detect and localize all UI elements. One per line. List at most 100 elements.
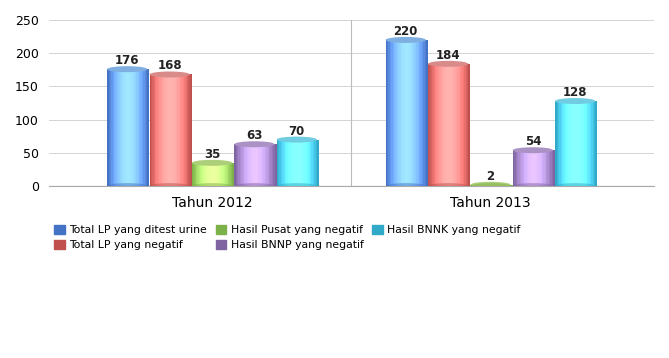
Bar bbox=[444, 64, 446, 186]
Bar bbox=[591, 101, 593, 186]
Bar bbox=[456, 64, 458, 186]
Ellipse shape bbox=[150, 183, 190, 189]
Bar bbox=[180, 74, 182, 186]
Bar bbox=[411, 40, 413, 186]
Bar bbox=[231, 163, 233, 186]
Bar bbox=[184, 74, 186, 186]
Bar bbox=[281, 140, 283, 186]
Bar bbox=[590, 101, 592, 186]
Bar bbox=[269, 144, 271, 186]
Bar bbox=[244, 144, 246, 186]
Bar bbox=[145, 69, 147, 186]
Bar bbox=[391, 40, 393, 186]
Bar bbox=[175, 74, 177, 186]
Bar bbox=[252, 144, 254, 186]
Bar bbox=[557, 101, 559, 186]
Bar bbox=[314, 140, 316, 186]
Bar bbox=[286, 140, 288, 186]
Bar bbox=[111, 69, 113, 186]
Bar bbox=[541, 150, 543, 186]
Bar bbox=[243, 144, 245, 186]
Bar bbox=[150, 74, 151, 186]
Bar bbox=[407, 40, 409, 186]
Bar bbox=[566, 101, 568, 186]
Text: 176: 176 bbox=[115, 54, 140, 67]
Bar bbox=[586, 101, 587, 186]
Bar bbox=[395, 40, 397, 186]
Bar bbox=[583, 101, 585, 186]
Bar bbox=[474, 185, 476, 186]
Bar bbox=[121, 69, 123, 186]
Bar bbox=[280, 140, 282, 186]
Bar bbox=[543, 150, 545, 186]
Bar bbox=[116, 69, 118, 186]
Bar bbox=[450, 64, 452, 186]
Bar bbox=[192, 163, 194, 186]
Bar bbox=[440, 64, 442, 186]
Bar bbox=[423, 40, 425, 186]
Ellipse shape bbox=[555, 98, 595, 104]
Bar bbox=[438, 64, 440, 186]
Bar bbox=[285, 140, 287, 186]
Bar bbox=[457, 64, 459, 186]
Bar bbox=[428, 64, 430, 186]
Bar bbox=[206, 163, 208, 186]
Bar bbox=[172, 74, 174, 186]
Bar bbox=[284, 140, 286, 186]
Bar bbox=[491, 185, 493, 186]
Bar bbox=[179, 74, 181, 186]
Bar bbox=[140, 69, 142, 186]
Bar bbox=[256, 144, 258, 186]
Bar bbox=[569, 101, 571, 186]
Bar bbox=[488, 185, 490, 186]
Bar bbox=[538, 150, 540, 186]
Bar bbox=[124, 69, 126, 186]
Bar bbox=[466, 64, 468, 186]
Bar bbox=[235, 144, 237, 186]
Bar bbox=[472, 185, 474, 186]
Bar bbox=[468, 64, 470, 186]
Bar bbox=[420, 40, 422, 186]
Bar bbox=[580, 101, 582, 186]
Bar bbox=[518, 150, 520, 186]
Bar bbox=[120, 69, 122, 186]
Bar bbox=[506, 185, 508, 186]
Bar bbox=[237, 144, 239, 186]
Bar bbox=[492, 185, 494, 186]
Bar bbox=[304, 140, 306, 186]
Bar bbox=[176, 74, 178, 186]
Bar bbox=[110, 69, 112, 186]
Bar bbox=[214, 163, 216, 186]
Bar bbox=[153, 74, 155, 186]
Bar bbox=[114, 69, 116, 186]
Bar bbox=[158, 74, 160, 186]
Bar bbox=[484, 185, 486, 186]
Bar bbox=[217, 163, 219, 186]
Bar bbox=[168, 74, 169, 186]
Bar bbox=[528, 150, 530, 186]
Bar bbox=[521, 150, 523, 186]
Bar bbox=[240, 144, 242, 186]
Bar bbox=[593, 101, 595, 186]
Bar bbox=[453, 64, 455, 186]
Text: 2: 2 bbox=[486, 170, 494, 183]
Bar bbox=[577, 101, 579, 186]
Bar bbox=[128, 69, 130, 186]
Bar bbox=[242, 144, 244, 186]
Bar bbox=[421, 40, 423, 186]
Bar bbox=[210, 163, 212, 186]
Bar bbox=[255, 144, 257, 186]
Bar bbox=[531, 150, 533, 186]
Bar bbox=[134, 69, 136, 186]
Bar bbox=[442, 64, 444, 186]
Bar bbox=[290, 140, 292, 186]
Bar bbox=[516, 150, 518, 186]
Bar bbox=[265, 144, 267, 186]
Bar bbox=[232, 163, 234, 186]
Bar bbox=[452, 64, 454, 186]
Bar bbox=[390, 40, 392, 186]
Bar bbox=[316, 140, 318, 186]
Bar bbox=[500, 185, 502, 186]
Bar bbox=[576, 101, 578, 186]
Bar bbox=[545, 150, 547, 186]
